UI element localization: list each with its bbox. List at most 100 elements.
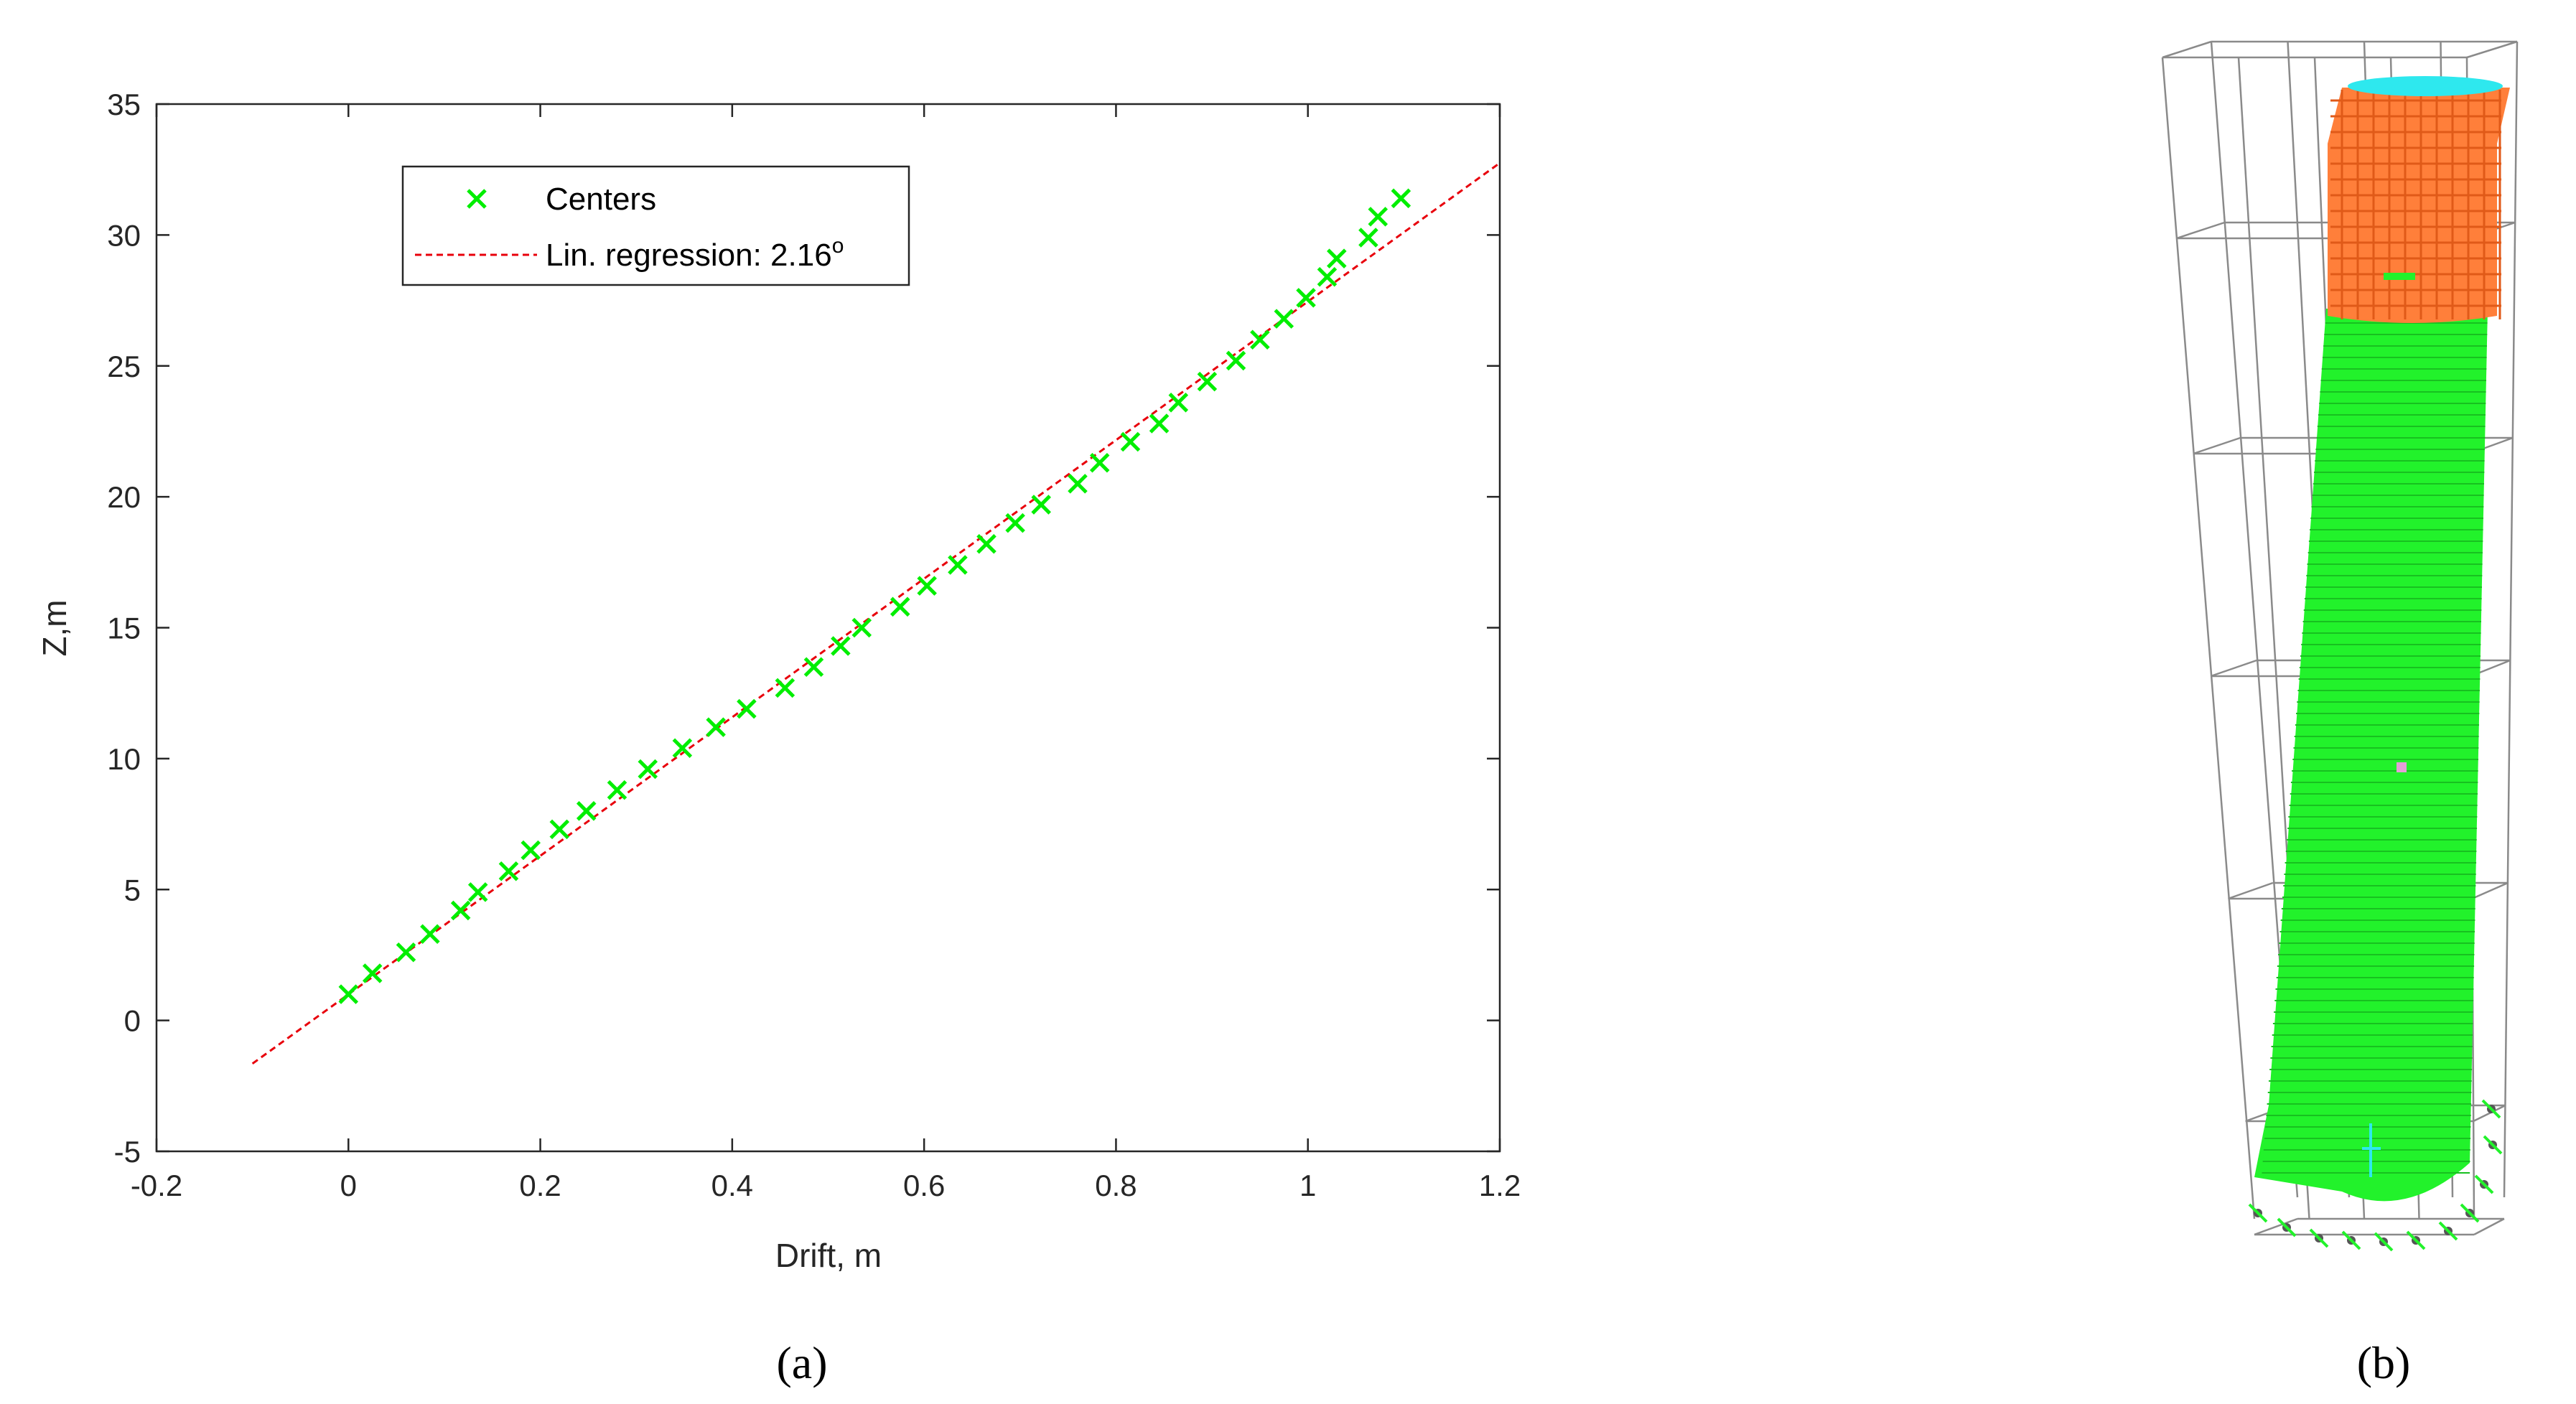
frame-beam-side xyxy=(2466,40,2518,59)
support-marker xyxy=(2277,1217,2297,1237)
center-point xyxy=(851,617,872,638)
frame-beam-side xyxy=(2228,881,2274,900)
x-axis-label: Drift, m xyxy=(775,1237,882,1274)
center-point xyxy=(576,801,597,821)
center-point xyxy=(1068,474,1088,494)
support-marker xyxy=(2474,1174,2494,1194)
support-marker xyxy=(2309,1228,2329,1248)
x-tick-label: 0.4 xyxy=(711,1169,753,1202)
frame-beam-side xyxy=(2254,1217,2298,1236)
center-point xyxy=(1089,452,1110,473)
center-point xyxy=(775,678,795,698)
x-tick-labels: -0.2 0 0.2 0.4 0.6 0.8 1 1.2 xyxy=(131,1169,1521,1202)
tower-top-section xyxy=(2328,88,2510,323)
x-tick-label: 0.8 xyxy=(1095,1169,1137,1202)
center-point xyxy=(338,984,359,1004)
center-point xyxy=(607,780,627,800)
center-point xyxy=(1168,393,1189,413)
x-tick-label: -0.2 xyxy=(131,1169,182,1202)
frame-beam-side xyxy=(2473,1217,2505,1236)
x-tick-label: 1.2 xyxy=(1479,1169,1521,1202)
center-point xyxy=(549,819,570,840)
center-point xyxy=(976,534,997,554)
center-point xyxy=(450,900,471,921)
frame-beam-side xyxy=(2176,221,2225,240)
support-marker xyxy=(2248,1203,2268,1223)
frame-column-front xyxy=(2161,57,2256,1220)
frame-beam-side xyxy=(2210,659,2257,678)
center-point xyxy=(1391,188,1411,209)
frame-beam-side xyxy=(2193,436,2241,455)
center-point xyxy=(1327,248,1347,268)
center-point xyxy=(1317,266,1338,287)
center-point xyxy=(917,576,937,596)
center-point xyxy=(890,596,910,617)
frame-column-back xyxy=(2503,41,2519,1198)
center-point xyxy=(1274,309,1294,329)
center-point xyxy=(1296,288,1316,308)
center-point xyxy=(803,657,824,677)
x-tick-label: 0.2 xyxy=(519,1169,561,1202)
support-marker xyxy=(2460,1203,2480,1223)
support-marker xyxy=(2406,1230,2426,1250)
data-series xyxy=(251,162,1501,1065)
support-marker xyxy=(2481,1099,2501,1119)
x-tick-label: 0.6 xyxy=(903,1169,945,1202)
center-point xyxy=(1368,207,1389,227)
legend-regression-text: Lin. regression: 2.16 xyxy=(546,238,832,273)
y-tick-label: 10 xyxy=(107,742,141,776)
support-marker xyxy=(2374,1232,2394,1252)
y-tick-label: 30 xyxy=(107,218,141,252)
center-point xyxy=(948,555,968,575)
center-point xyxy=(467,882,488,902)
legend-label-centers: Centers xyxy=(546,182,656,217)
node-marker xyxy=(2397,762,2407,772)
top-opening-marker xyxy=(2384,273,2415,280)
y-tick-label: 15 xyxy=(107,612,141,645)
tower-3d-model xyxy=(2161,40,2519,1252)
y-tick-label: 20 xyxy=(107,480,141,514)
y-tick-label: 25 xyxy=(107,350,141,383)
frame-beam-side xyxy=(2162,40,2212,59)
y-tick-label: 5 xyxy=(124,873,141,907)
y-tick-labels: -5 0 5 10 15 20 25 30 35 xyxy=(107,88,141,1169)
center-point xyxy=(831,636,851,656)
center-point xyxy=(1226,350,1246,371)
center-point xyxy=(498,861,519,881)
tower-body xyxy=(2254,76,2510,1202)
x-tick-label: 0 xyxy=(340,1169,357,1202)
panel-label-a: (a) xyxy=(776,1337,827,1388)
x-tick-label: 1 xyxy=(1299,1169,1316,1202)
support-marker xyxy=(2438,1221,2458,1241)
base-supports xyxy=(2248,1099,2503,1252)
center-point xyxy=(362,963,383,983)
legend-marker-centers xyxy=(467,189,487,209)
base-detail-marker xyxy=(2362,1123,2381,1177)
center-point xyxy=(1005,513,1025,533)
center-point xyxy=(1358,228,1378,248)
center-point xyxy=(420,924,440,945)
y-tick-label: 0 xyxy=(124,1004,141,1038)
legend-box xyxy=(401,165,910,286)
center-point xyxy=(1197,371,1218,392)
frame-beam-side xyxy=(2473,1104,2506,1123)
center-point xyxy=(706,717,726,737)
center-point xyxy=(396,942,416,963)
axis-ticks xyxy=(155,103,1501,1153)
center-point xyxy=(672,738,693,759)
y-tick-label: 35 xyxy=(107,88,141,121)
y-axis-label: Z,m xyxy=(36,599,73,656)
drift-chart: -0.2 0 0.2 0.4 0.6 0.8 1 1.2 -5 0 5 10 15 20 25 30 35 D… xyxy=(36,88,1521,1274)
legend-degree-superscript: o xyxy=(832,234,844,258)
center-point xyxy=(1149,413,1170,434)
tower-cap xyxy=(2348,76,2503,96)
center-point xyxy=(737,698,757,719)
center-point xyxy=(1120,431,1141,452)
legend: Centers Lin. regression: 2.16o xyxy=(401,165,910,286)
legend-label-regression: Lin. regression: 2.16o xyxy=(546,234,844,273)
top-mesh xyxy=(2330,90,2501,319)
tower-shaft xyxy=(2254,309,2488,1202)
center-point xyxy=(1031,495,1051,515)
shaft-mesh xyxy=(2262,322,2488,1174)
